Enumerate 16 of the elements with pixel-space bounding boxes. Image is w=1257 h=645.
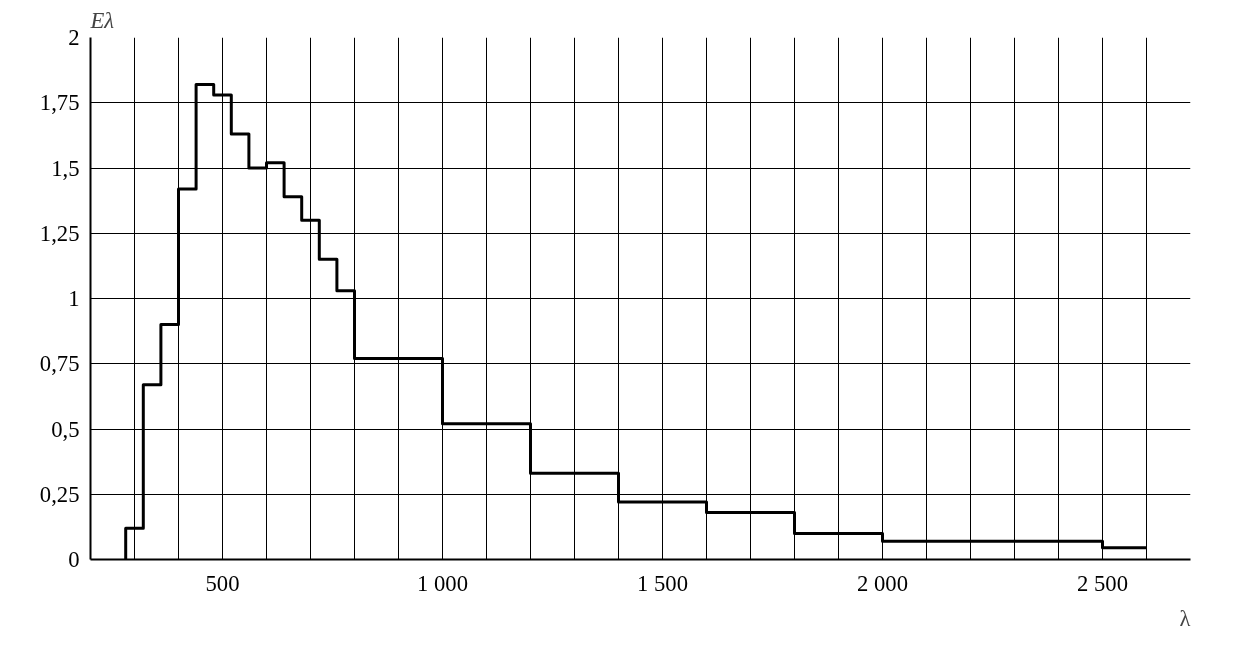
y-tick-label: 2	[68, 25, 80, 50]
y-tick-label: 1,5	[51, 155, 80, 181]
y-tick-label: 1	[68, 286, 80, 311]
y-tick-label: 0,75	[39, 351, 80, 377]
y-tick-label: 0,25	[39, 481, 80, 507]
x-axis-title: λ	[1179, 605, 1191, 631]
x-tick-label: 1 500	[637, 570, 688, 596]
y-tick-label: 0,5	[51, 416, 80, 442]
x-tick-label: 1 000	[417, 570, 468, 596]
y-tick-label: 0	[68, 547, 80, 572]
y-axis-title: Eλ	[89, 7, 115, 33]
x-tick-label: 500	[205, 570, 240, 596]
x-tick-label: 2 500	[1077, 570, 1128, 596]
y-tick-label: 1,25	[39, 220, 80, 246]
y-tick-label: 1,75	[39, 90, 80, 116]
x-tick-label: 2 000	[857, 570, 908, 596]
